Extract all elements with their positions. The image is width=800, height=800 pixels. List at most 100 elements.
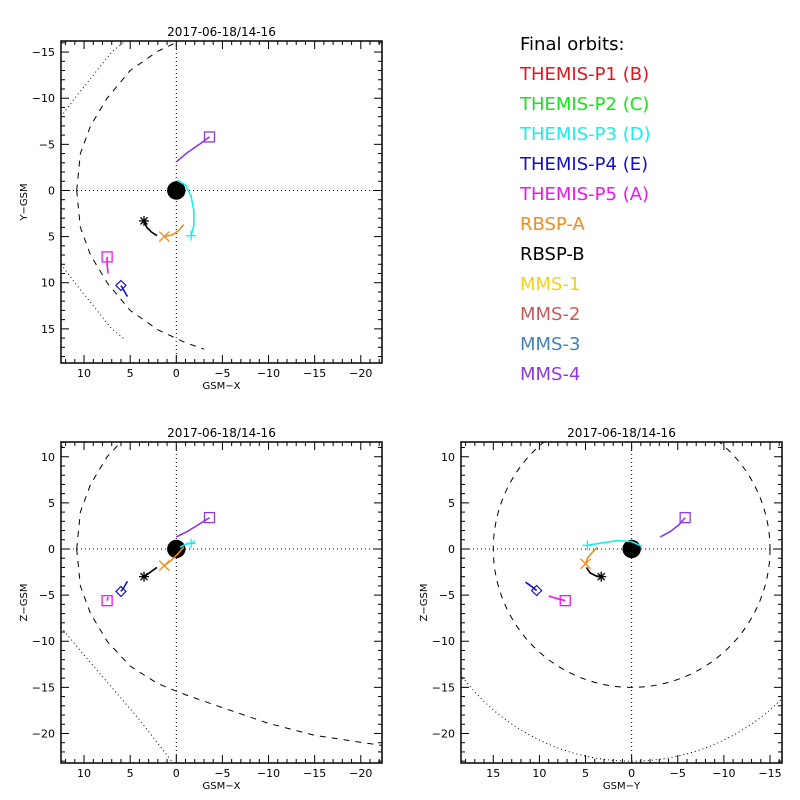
diamond-marker: [530, 584, 543, 597]
bow-shock-line: [61, 263, 126, 341]
orbit-rbsp-b: [139, 566, 158, 582]
legend-entry: MMS-1: [520, 274, 581, 295]
square-marker: [559, 595, 571, 607]
orbit-themis-p5-a-: [101, 595, 113, 607]
x-marker: [158, 560, 170, 572]
plot-title: 2017-06-18/14-16: [167, 426, 276, 440]
orbit-rbsp-b: [585, 567, 607, 582]
x-tick-label: −15: [303, 367, 326, 380]
legend-entry: THEMIS-P4 (E): [520, 154, 649, 175]
orbit-themis-p5-a-: [548, 595, 571, 607]
legend-entry: THEMIS-P3 (D): [520, 124, 651, 145]
x-marker: [158, 231, 170, 243]
orbit-path: [120, 580, 129, 592]
bow-shock-line: [61, 627, 173, 762]
magnetopause-line: [76, 442, 122, 550]
legend-entry: THEMIS-P5 (A): [520, 184, 650, 205]
plot-title: 2017-06-18/14-16: [167, 25, 276, 39]
legend-title: Final orbits:: [520, 34, 625, 55]
y-tick-label: 0: [448, 543, 455, 556]
earth-marker: [167, 181, 186, 200]
x-tick-label: −10: [257, 767, 280, 780]
plot-area: [61, 442, 382, 763]
y-tick-label: −5: [39, 589, 55, 602]
legend-entry: RBSP-A: [520, 214, 585, 235]
y-tick-label: −5: [439, 589, 455, 602]
plot-frame: [60, 40, 383, 364]
x-tick-label: −5: [214, 767, 230, 780]
magnetopause-line: [76, 190, 205, 350]
y-tick-label: 0: [48, 184, 55, 197]
legend-entry: THEMIS-P2 (C): [520, 94, 650, 115]
diamond-marker: [115, 279, 127, 292]
x-tick-label: −15: [758, 767, 781, 780]
y-tick-label: 10: [41, 277, 55, 290]
x-axis-label: GSM−X: [203, 781, 241, 792]
magnetopause-line: [76, 548, 382, 746]
y-tick-label: −5: [39, 138, 55, 151]
asterisk-marker: [140, 216, 149, 225]
bow-shock-line: [61, 41, 126, 117]
legend-entry: MMS-2: [520, 304, 581, 325]
plot-0: 10 5 0 −5 −10 −15 −20 −15 −10 −5 0 5 10 15 2017-06-18/…: [19, 25, 383, 392]
orbit-path: [548, 595, 566, 602]
orbit-path: [659, 517, 686, 538]
y-axis-label: Z−GSM: [419, 584, 430, 622]
orbit-themis-p4-e-: [115, 279, 129, 297]
orbit-rbsp-b: [139, 215, 158, 237]
x-tick-label: 10: [532, 767, 546, 780]
plot-1: 10 5 0 −5 −10 −15 −20 10 5 0 −5 −10 −15 −20 2017-06-18…: [19, 426, 383, 792]
x-axis-label: GSM−X: [203, 381, 241, 392]
y-tick-label: 10: [441, 451, 455, 464]
x-tick-label: 0: [173, 367, 180, 380]
x-tick-label: −20: [349, 367, 372, 380]
plot-area: [461, 442, 782, 763]
legend: Final orbits: THEMIS-P1 (B) THEMIS-P2 (C…: [520, 30, 651, 390]
orbit-mms-4: [659, 511, 691, 538]
x-tick-label: −10: [257, 367, 280, 380]
orbit-path: [587, 539, 643, 547]
square-marker: [203, 511, 216, 524]
legend-entry: MMS-3: [520, 334, 581, 355]
orbit-path: [176, 179, 195, 236]
diamond-marker: [115, 585, 127, 598]
legend-entry: THEMIS-P1 (B): [520, 64, 650, 85]
x-tick-label: 5: [127, 367, 134, 380]
legend-entry: MMS-4: [520, 364, 581, 385]
earth-marker: [622, 539, 641, 559]
y-tick-label: 5: [48, 497, 55, 510]
plot-frame: [460, 441, 783, 764]
plot-frame: [60, 441, 383, 764]
x-tick-label: 10: [77, 767, 91, 780]
magnetopause-line: [492, 442, 771, 688]
y-tick-label: −20: [32, 727, 55, 740]
magnetopause-line: [76, 41, 181, 191]
x-tick-label: −5: [670, 767, 686, 780]
orbit-path: [106, 596, 109, 601]
y-tick-label: −10: [432, 635, 455, 648]
orbit-path: [120, 285, 129, 297]
y-tick-label: −15: [432, 681, 455, 694]
y-tick-label: −20: [432, 727, 455, 740]
plot-2: 15 10 5 0 −5 −10 −15 10 5 0 −5 −10 −15 −20 2017-06-18/…: [419, 426, 783, 792]
y-tick-label: 15: [41, 323, 55, 336]
x-tick-label: −10: [712, 767, 735, 780]
y-axis-label: Z−GSM: [19, 584, 30, 622]
legend-entry: RBSP-B: [520, 244, 585, 265]
y-tick-label: 5: [48, 231, 55, 244]
square-marker: [679, 511, 691, 524]
x-tick-label: 0: [173, 767, 180, 780]
y-tick-label: 5: [448, 497, 455, 510]
x-tick-label: −20: [349, 767, 372, 780]
x-tick-label: 0: [628, 767, 635, 780]
x-axis-label: GSM−Y: [603, 781, 641, 792]
y-tick-label: −15: [32, 46, 55, 59]
orbit-themis-p4-e-: [525, 581, 543, 597]
orbit-themis-p3-d-: [179, 538, 197, 549]
orbit-themis-p5-a-: [101, 251, 113, 274]
y-tick-label: −10: [32, 635, 55, 648]
x-tick-label: 5: [127, 767, 134, 780]
orbit-path: [164, 224, 185, 238]
orbit-themis-p3-d-: [582, 539, 643, 551]
